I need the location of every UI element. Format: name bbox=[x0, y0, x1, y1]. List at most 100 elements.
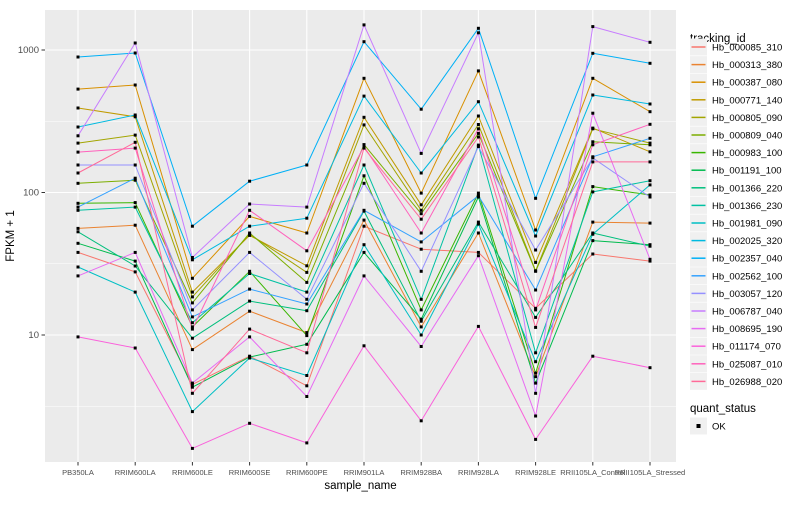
data-point bbox=[76, 171, 80, 175]
data-point bbox=[133, 41, 137, 45]
data-point bbox=[419, 325, 423, 329]
data-point bbox=[190, 381, 194, 385]
legend-item-label: Hb_000085_310 bbox=[712, 43, 782, 54]
data-point bbox=[534, 306, 538, 310]
data-point bbox=[419, 345, 423, 348]
data-point bbox=[305, 216, 309, 220]
data-point bbox=[419, 171, 423, 175]
data-point bbox=[133, 205, 137, 209]
legend-item-Hb_001366_220[interactable]: Hb_001366_220 bbox=[690, 179, 782, 197]
data-point bbox=[362, 76, 366, 80]
data-point bbox=[648, 259, 652, 263]
data-point bbox=[591, 51, 595, 55]
data-point bbox=[76, 150, 80, 154]
data-point bbox=[305, 264, 309, 268]
y-tick-label: 100 bbox=[23, 188, 39, 199]
data-point bbox=[591, 252, 595, 256]
legend-item-Hb_000387_080[interactable]: Hb_000387_080 bbox=[690, 73, 782, 91]
data-point bbox=[190, 295, 194, 299]
legend-item-Hb_001981_090[interactable]: Hb_001981_090 bbox=[690, 214, 782, 232]
data-point bbox=[76, 241, 80, 245]
legend-item-Hb_000983_100[interactable]: Hb_000983_100 bbox=[690, 144, 782, 162]
data-point bbox=[476, 123, 480, 126]
legend-item-label: Hb_026988_020 bbox=[712, 377, 782, 388]
data-point bbox=[534, 391, 538, 395]
data-point bbox=[476, 100, 480, 104]
data-point bbox=[534, 269, 538, 273]
legend-item-Hb_002357_040[interactable]: Hb_002357_040 bbox=[690, 249, 782, 267]
data-point bbox=[76, 274, 80, 278]
legend-item-Hb_002025_320[interactable]: Hb_002025_320 bbox=[690, 232, 782, 250]
x-tick-label: RRIM600LA bbox=[115, 468, 156, 477]
legend-item-label: Hb_008695_190 bbox=[712, 324, 782, 335]
legend-item-label: Hb_000809_040 bbox=[712, 131, 782, 142]
data-point bbox=[591, 25, 595, 29]
legend-item-Hb_006787_040[interactable]: Hb_006787_040 bbox=[690, 302, 782, 320]
data-point bbox=[534, 351, 538, 355]
data-point bbox=[534, 360, 538, 364]
data-point bbox=[305, 249, 309, 253]
data-point bbox=[362, 218, 366, 222]
data-point bbox=[419, 212, 423, 216]
data-point bbox=[419, 319, 423, 323]
y-axis-title: FPKM + 1 bbox=[5, 210, 17, 261]
legend-item-Hb_000771_140[interactable]: Hb_000771_140 bbox=[690, 91, 782, 109]
data-point bbox=[133, 113, 137, 117]
data-point bbox=[133, 223, 137, 227]
legend-item-Hb_011174_070[interactable]: Hb_011174_070 bbox=[690, 337, 781, 355]
data-point bbox=[305, 280, 309, 284]
legend-item-Hb_008695_190[interactable]: Hb_008695_190 bbox=[690, 320, 782, 338]
data-point bbox=[591, 156, 595, 160]
data-point bbox=[476, 114, 480, 118]
data-point bbox=[419, 203, 423, 207]
data-point bbox=[133, 201, 137, 205]
legend-item-Hb_000805_090[interactable]: Hb_000805_090 bbox=[690, 108, 782, 126]
data-point bbox=[476, 26, 480, 30]
legend-item-label: Hb_002357_040 bbox=[712, 254, 782, 265]
legend-item-Hb_000313_380[interactable]: Hb_000313_380 bbox=[690, 56, 782, 74]
x-tick-label: RRII105LA_Stressed bbox=[615, 468, 685, 477]
axes: 10 100 1000 PB350LA RRIM600LA RRIM600LE RRIM60… bbox=[5, 45, 685, 492]
data-point bbox=[648, 366, 652, 370]
data-point bbox=[534, 381, 538, 385]
data-point bbox=[305, 231, 309, 235]
legend-item-label: Hb_001981_090 bbox=[712, 219, 782, 230]
data-point bbox=[648, 61, 652, 65]
data-point bbox=[362, 123, 366, 127]
data-point bbox=[362, 115, 366, 119]
x-tick-label: PB350LA bbox=[62, 468, 94, 477]
legend-item-Hb_000809_040[interactable]: Hb_000809_040 bbox=[690, 126, 782, 144]
data-point bbox=[190, 391, 194, 395]
legend-item-label: OK bbox=[712, 422, 726, 433]
legend-item-Hb_026988_020[interactable]: Hb_026988_020 bbox=[690, 372, 782, 390]
legend-item-Hb_002562_100[interactable]: Hb_002562_100 bbox=[690, 267, 782, 285]
data-point bbox=[190, 385, 194, 389]
legend-item-Hb_001366_230[interactable]: Hb_001366_230 bbox=[690, 196, 782, 214]
legend-item-Hb_003057_120[interactable]: Hb_003057_120 bbox=[690, 284, 782, 302]
data-point bbox=[248, 299, 252, 303]
data-point bbox=[362, 94, 366, 98]
legend-item-quant-OK[interactable]: OK bbox=[690, 417, 726, 435]
data-point bbox=[362, 208, 366, 212]
data-point bbox=[476, 250, 480, 254]
data-point bbox=[305, 309, 309, 313]
legend-item-Hb_001191_100[interactable]: Hb_001191_100 bbox=[690, 161, 782, 179]
legend-title-quant-status: quant_status bbox=[690, 403, 756, 415]
data-point bbox=[305, 205, 309, 209]
legend-item-Hb_000085_310[interactable]: Hb_000085_310 bbox=[690, 38, 782, 56]
data-point bbox=[534, 325, 538, 329]
data-point bbox=[476, 220, 480, 224]
data-point bbox=[76, 335, 80, 339]
data-point bbox=[190, 256, 194, 259]
data-point bbox=[476, 31, 480, 35]
data-point bbox=[76, 230, 80, 234]
gridlines bbox=[45, 10, 676, 462]
legend-item-label: Hb_000313_380 bbox=[712, 60, 782, 71]
legend-item-Hb_025087_010[interactable]: Hb_025087_010 bbox=[690, 355, 782, 373]
legend-item-label: Hb_000983_100 bbox=[712, 148, 782, 159]
data-point bbox=[133, 290, 137, 294]
data-point bbox=[190, 258, 194, 262]
x-tick-label: RRIM600PE bbox=[286, 468, 328, 477]
data-point bbox=[648, 110, 652, 114]
data-point bbox=[190, 325, 194, 329]
